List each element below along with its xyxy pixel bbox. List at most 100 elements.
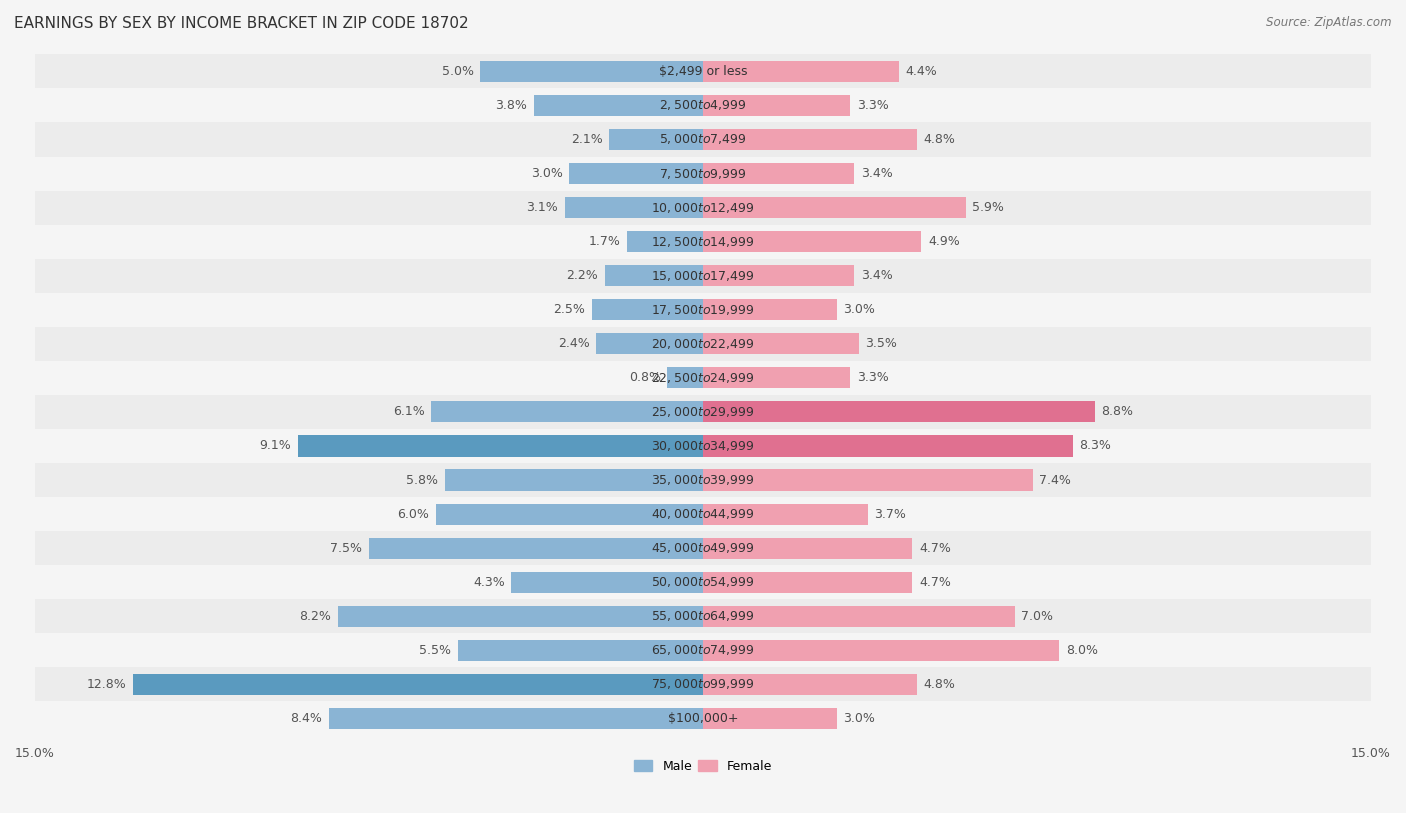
- Text: 5.9%: 5.9%: [973, 201, 1004, 214]
- Bar: [703, 436, 1073, 457]
- Text: 5.5%: 5.5%: [419, 644, 451, 657]
- Text: 0.8%: 0.8%: [628, 372, 661, 385]
- Text: Source: ZipAtlas.com: Source: ZipAtlas.com: [1267, 16, 1392, 29]
- Text: $22,500 to $24,999: $22,500 to $24,999: [651, 371, 755, 385]
- Bar: [481, 61, 703, 82]
- Bar: [35, 395, 1371, 429]
- Text: $55,000 to $64,999: $55,000 to $64,999: [651, 609, 755, 624]
- Bar: [35, 667, 1371, 702]
- Text: 3.0%: 3.0%: [531, 167, 562, 180]
- Bar: [35, 293, 1371, 327]
- Legend: Male, Female: Male, Female: [628, 754, 778, 778]
- Text: 4.7%: 4.7%: [920, 576, 950, 589]
- Bar: [703, 640, 1059, 661]
- Text: 2.1%: 2.1%: [571, 133, 603, 146]
- Bar: [703, 537, 912, 559]
- Bar: [444, 469, 703, 490]
- Bar: [703, 333, 859, 354]
- Bar: [35, 463, 1371, 497]
- Text: 6.0%: 6.0%: [398, 507, 429, 520]
- Text: $40,000 to $44,999: $40,000 to $44,999: [651, 507, 755, 521]
- Text: $65,000 to $74,999: $65,000 to $74,999: [651, 643, 755, 658]
- Bar: [703, 265, 855, 286]
- Text: 4.8%: 4.8%: [924, 678, 955, 691]
- Bar: [703, 469, 1032, 490]
- Text: 3.0%: 3.0%: [844, 303, 875, 316]
- Text: $10,000 to $12,499: $10,000 to $12,499: [651, 201, 755, 215]
- Bar: [565, 197, 703, 218]
- Text: 2.2%: 2.2%: [567, 269, 599, 282]
- Text: $100,000+: $100,000+: [668, 712, 738, 725]
- Bar: [298, 436, 703, 457]
- Bar: [668, 367, 703, 389]
- Bar: [35, 327, 1371, 361]
- Text: 8.0%: 8.0%: [1066, 644, 1098, 657]
- Bar: [368, 537, 703, 559]
- Text: $30,000 to $34,999: $30,000 to $34,999: [651, 439, 755, 453]
- Text: $50,000 to $54,999: $50,000 to $54,999: [651, 576, 755, 589]
- Text: 3.1%: 3.1%: [526, 201, 558, 214]
- Text: 7.5%: 7.5%: [330, 541, 363, 554]
- Text: 5.0%: 5.0%: [441, 65, 474, 78]
- Text: 3.7%: 3.7%: [875, 507, 907, 520]
- Text: $7,500 to $9,999: $7,500 to $9,999: [659, 167, 747, 180]
- Text: 2.4%: 2.4%: [558, 337, 589, 350]
- Text: $45,000 to $49,999: $45,000 to $49,999: [651, 541, 755, 555]
- Bar: [35, 54, 1371, 89]
- Bar: [703, 163, 855, 184]
- Text: 2.5%: 2.5%: [553, 303, 585, 316]
- Text: 8.4%: 8.4%: [290, 712, 322, 725]
- Text: 3.8%: 3.8%: [495, 99, 527, 112]
- Text: 8.8%: 8.8%: [1102, 406, 1133, 419]
- Bar: [458, 640, 703, 661]
- Text: 7.4%: 7.4%: [1039, 473, 1071, 486]
- Bar: [703, 674, 917, 695]
- Bar: [35, 89, 1371, 123]
- Bar: [627, 231, 703, 252]
- Text: 4.4%: 4.4%: [905, 65, 938, 78]
- Bar: [592, 299, 703, 320]
- Bar: [703, 129, 917, 150]
- Bar: [35, 361, 1371, 395]
- Bar: [35, 190, 1371, 224]
- Text: $2,499 or less: $2,499 or less: [659, 65, 747, 78]
- Bar: [512, 572, 703, 593]
- Text: 3.4%: 3.4%: [860, 167, 893, 180]
- Text: 1.7%: 1.7%: [589, 235, 620, 248]
- Bar: [35, 565, 1371, 599]
- Text: 6.1%: 6.1%: [392, 406, 425, 419]
- Text: $5,000 to $7,499: $5,000 to $7,499: [659, 133, 747, 146]
- Bar: [329, 708, 703, 729]
- Bar: [35, 531, 1371, 565]
- Bar: [609, 129, 703, 150]
- Text: 3.0%: 3.0%: [844, 712, 875, 725]
- Bar: [605, 265, 703, 286]
- Text: 4.8%: 4.8%: [924, 133, 955, 146]
- Text: 3.3%: 3.3%: [856, 372, 889, 385]
- Bar: [703, 367, 851, 389]
- Bar: [703, 402, 1095, 423]
- Bar: [569, 163, 703, 184]
- Text: $25,000 to $29,999: $25,000 to $29,999: [651, 405, 755, 419]
- Text: $35,000 to $39,999: $35,000 to $39,999: [651, 473, 755, 487]
- Bar: [703, 708, 837, 729]
- Text: 8.3%: 8.3%: [1080, 440, 1111, 453]
- Bar: [35, 702, 1371, 736]
- Text: 3.4%: 3.4%: [860, 269, 893, 282]
- Bar: [35, 599, 1371, 633]
- Bar: [436, 503, 703, 524]
- Text: 12.8%: 12.8%: [87, 678, 127, 691]
- Bar: [703, 95, 851, 116]
- Bar: [703, 606, 1015, 627]
- Bar: [35, 429, 1371, 463]
- Bar: [703, 197, 966, 218]
- Bar: [35, 259, 1371, 293]
- Text: 4.3%: 4.3%: [472, 576, 505, 589]
- Text: EARNINGS BY SEX BY INCOME BRACKET IN ZIP CODE 18702: EARNINGS BY SEX BY INCOME BRACKET IN ZIP…: [14, 16, 468, 31]
- Text: 4.9%: 4.9%: [928, 235, 960, 248]
- Text: $15,000 to $17,499: $15,000 to $17,499: [651, 269, 755, 283]
- Bar: [703, 231, 921, 252]
- Bar: [35, 497, 1371, 531]
- Bar: [534, 95, 703, 116]
- Bar: [432, 402, 703, 423]
